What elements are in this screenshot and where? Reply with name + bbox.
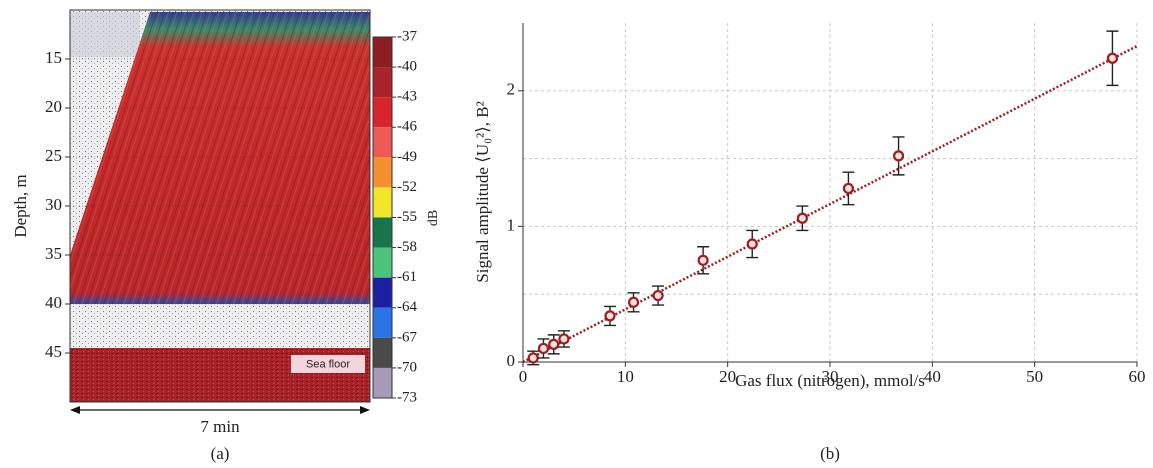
data-point: [527, 352, 539, 364]
colorbar-bin: [373, 67, 392, 98]
colorbar-tick-label: -43: [397, 89, 417, 105]
data-point: [892, 150, 905, 162]
y-tick-label: 15: [45, 48, 62, 67]
colorbar-label: dB: [426, 210, 441, 226]
colorbar-bin: [373, 247, 392, 278]
x-tick-label: 40: [924, 367, 941, 386]
data-point: [796, 212, 808, 224]
y-tick-label: 45: [45, 342, 62, 361]
caption: (b): [820, 444, 840, 463]
colorbar-tick-label: -73: [397, 389, 417, 405]
y-tick-label: 30: [45, 195, 62, 214]
x-tick-label: 20: [719, 367, 736, 386]
y-tick-label: 1: [507, 215, 516, 234]
x-tick-label: 0: [519, 367, 528, 386]
colorbar-bin: [373, 217, 392, 248]
data-point: [842, 182, 855, 195]
colorbar-bin: [373, 187, 392, 218]
colorbar-tick-label: -70: [397, 359, 417, 375]
colorbar-tick-label: -37: [397, 28, 417, 44]
colorbar-bin: [373, 307, 392, 338]
data-point: [604, 310, 616, 322]
annotation-box: [291, 355, 365, 373]
caption: (a): [211, 444, 230, 463]
colorbar-tick-label: -61: [397, 269, 417, 285]
y-tick-label: 35: [45, 244, 62, 263]
colorbar-tick-label: -67: [397, 329, 417, 345]
data-point: [746, 238, 758, 250]
colorbar-bin: [373, 277, 392, 308]
data-point: [627, 296, 640, 308]
echogram-texture: [70, 12, 370, 304]
echogram-surface: [70, 12, 140, 57]
x-tick-label: 10: [617, 367, 634, 386]
colorbar-tick-label: -40: [397, 59, 417, 75]
colorbar-tick-label: -46: [397, 119, 417, 135]
x-tick-label: 30: [822, 367, 839, 386]
x-tick-label: 60: [1129, 367, 1146, 386]
colorbar-bin: [373, 367, 392, 398]
data-point: [558, 333, 570, 345]
y-tick-label: 40: [45, 293, 62, 312]
fit-line: [522, 44, 1138, 364]
arrow-head: [70, 406, 80, 414]
colorbar-tick-label: -58: [397, 239, 417, 255]
data-point: [1106, 52, 1119, 64]
colorbar-bin: [373, 337, 392, 368]
colorbar-tick-label: -64: [397, 299, 417, 315]
scatter-panel: Gas flux (nitrogen), mmol/s (b) Signal a…: [473, 23, 1146, 463]
colorbar-tick-label: -52: [397, 179, 417, 195]
x-label: Gas flux (nitrogen), mmol/s: [735, 371, 925, 390]
data-point: [697, 254, 709, 266]
x-tick-label: 50: [1026, 367, 1043, 386]
arrow-head: [360, 406, 370, 414]
y-label: Depth, m: [11, 174, 30, 237]
colorbar-bin: [373, 37, 392, 68]
data-point: [548, 338, 560, 350]
data-point: [537, 342, 550, 355]
colorbar-tick-label: -55: [397, 209, 417, 225]
x-label: 7 min: [200, 417, 240, 436]
colorbar-bin: [373, 157, 392, 188]
colorbar-bin: [373, 127, 392, 158]
y-label: Signal amplitude ⟨U₀²⟩, B²: [473, 101, 492, 282]
y-tick-label: 0: [507, 351, 516, 370]
colorbar-tick-label: -49: [397, 149, 417, 165]
data-point: [652, 289, 664, 302]
y-tick-label: 25: [45, 146, 62, 165]
annotation: Sea floor: [306, 358, 350, 370]
y-tick-label: 2: [507, 80, 516, 99]
colorbar-bin: [373, 97, 392, 128]
echogram-panel: Sea floor 7 min (a) Depth, m dB 15 20 25 30…: [11, 9, 441, 463]
y-tick-label: 20: [45, 97, 62, 116]
